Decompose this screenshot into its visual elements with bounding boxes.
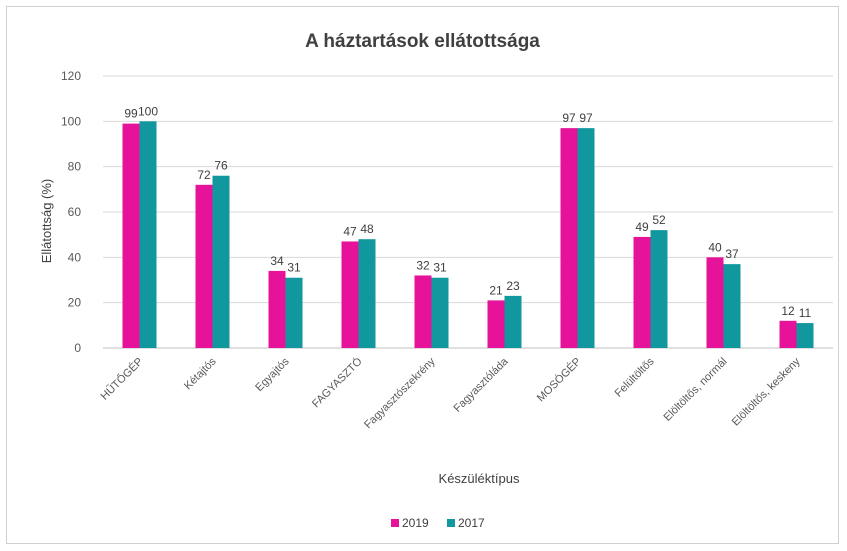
legend: 2019 2017	[391, 516, 485, 530]
y-tick-label: 120	[61, 69, 81, 83]
data-label: 76	[214, 159, 228, 173]
bar-2017	[796, 323, 814, 348]
bar-2019	[560, 128, 578, 348]
bar-2017	[650, 230, 668, 348]
data-label: 72	[197, 168, 211, 182]
bar-2017	[431, 277, 449, 348]
x-tick-label: Fagyasztószekrény	[362, 355, 438, 431]
bar-2019	[341, 241, 359, 348]
bar-2017	[577, 128, 595, 348]
bar-2019	[122, 123, 140, 348]
data-label: 97	[562, 111, 576, 125]
bar-2017	[139, 121, 157, 348]
data-label: 21	[489, 283, 503, 297]
legend-label: 2019	[402, 516, 429, 530]
legend-swatch	[391, 519, 399, 527]
bar-2019	[487, 300, 505, 348]
x-axis-title: Készüléktípus	[439, 471, 520, 486]
y-tick-label: 40	[68, 250, 82, 264]
data-label: 48	[360, 222, 374, 236]
data-label: 12	[781, 304, 795, 318]
bar-2019	[268, 270, 286, 348]
data-label: 32	[416, 258, 430, 272]
data-label: 47	[343, 224, 357, 238]
x-tick-label: Kétajtós	[182, 355, 219, 392]
data-label: 49	[635, 220, 649, 234]
data-label: 52	[652, 213, 666, 227]
bar-2017	[504, 295, 522, 348]
y-tick-label: 0	[74, 341, 81, 355]
chart-frame: A háztartások ellátottsága 0 20 40 60 80 100 1…	[6, 6, 839, 544]
data-label: 11	[799, 306, 812, 320]
x-tick-label: Egyajtós	[253, 355, 292, 394]
x-axis-ticks: HŰTŐGÉP Kétajtós Egyajtós FAGYASZTÓFagyaszt…	[97, 354, 803, 431]
bar-2019	[779, 320, 797, 348]
data-label: 40	[708, 240, 722, 254]
y-tick-label: 60	[68, 205, 82, 219]
data-label: 31	[287, 261, 301, 275]
y-axis-title: Ellátottság (%)	[39, 179, 54, 264]
bar-2019	[195, 184, 213, 348]
y-tick-label: 20	[68, 296, 82, 310]
x-tick-label: Felültöltős	[613, 355, 657, 399]
y-tick-label: 80	[68, 160, 82, 174]
legend-swatch	[447, 519, 455, 527]
data-label: 31	[433, 261, 447, 275]
x-tick-label: MOSÓGÉP	[534, 355, 583, 404]
bar-2019	[706, 257, 724, 348]
bar-2019	[633, 236, 651, 348]
data-label: 97	[579, 111, 593, 125]
bar-2017	[723, 264, 741, 348]
bar-2019	[414, 275, 432, 348]
x-tick-label: Fagyasztóláda	[452, 355, 512, 415]
x-tick-label: HŰTŐGÉP	[97, 354, 145, 402]
data-label: 23	[506, 279, 520, 293]
data-label: 100	[138, 104, 158, 118]
bars	[122, 121, 814, 348]
bar-2017	[212, 175, 230, 348]
x-tick-label: FAGYASZTÓ	[309, 355, 365, 411]
bar-2017	[358, 239, 376, 348]
data-label: 34	[270, 254, 284, 268]
legend-label: 2017	[458, 516, 485, 530]
bar-2017	[285, 277, 303, 348]
data-label: 37	[725, 247, 739, 261]
x-tick-label: Elöltöltős, keskeny	[730, 355, 803, 428]
y-axis-ticks: 0 20 40 60 80 100 120	[61, 69, 81, 355]
data-label: 99	[124, 107, 138, 121]
chart-title: A háztartások ellátottsága	[305, 31, 540, 52]
x-tick-label: Elöltöltős, normál	[661, 356, 729, 424]
y-tick-label: 100	[61, 114, 81, 128]
